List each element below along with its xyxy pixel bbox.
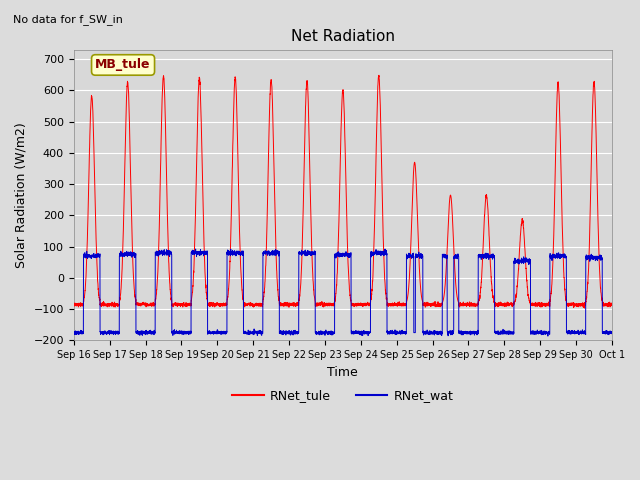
Text: MB_tule: MB_tule <box>95 59 151 72</box>
X-axis label: Time: Time <box>328 366 358 379</box>
Y-axis label: Solar Radiation (W/m2): Solar Radiation (W/m2) <box>15 122 28 268</box>
Title: Net Radiation: Net Radiation <box>291 29 395 44</box>
Text: No data for f_SW_in: No data for f_SW_in <box>13 14 123 25</box>
Legend: RNet_tule, RNet_wat: RNet_tule, RNet_wat <box>227 384 458 407</box>
